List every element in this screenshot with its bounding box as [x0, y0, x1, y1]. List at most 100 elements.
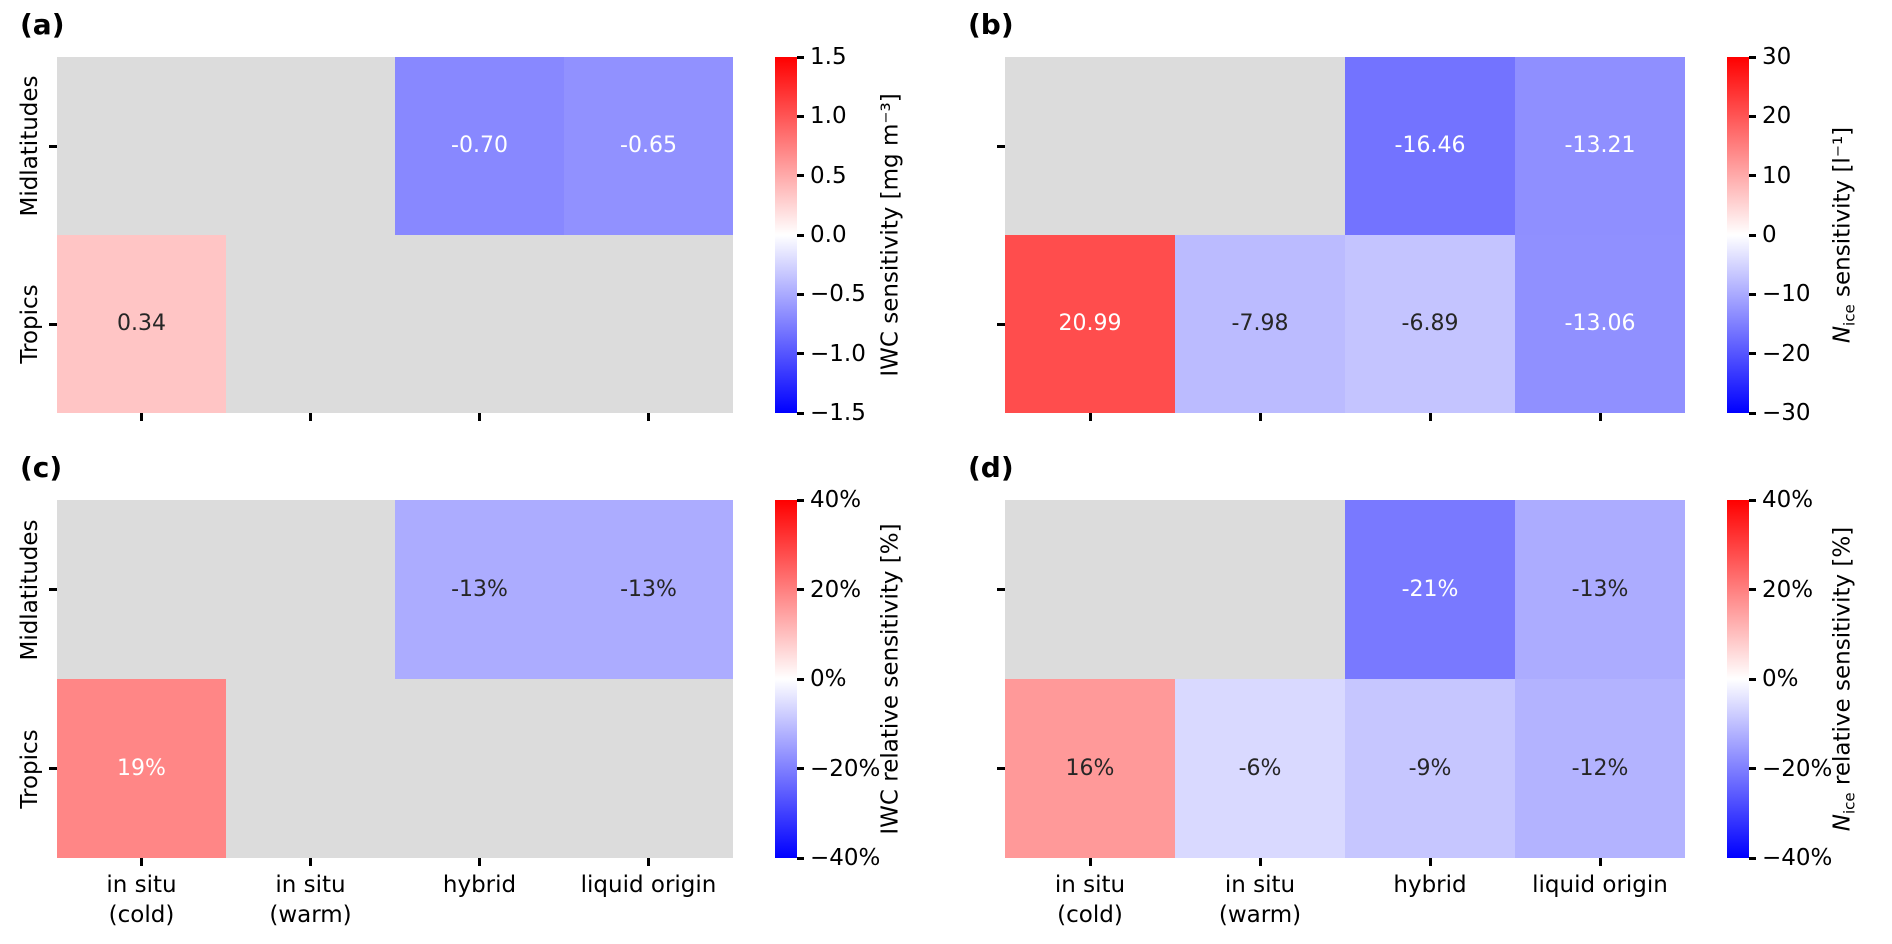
x-tick-label: in situ (warm)	[269, 870, 351, 930]
colorbar-tick-label: −10	[1762, 281, 1811, 308]
heatmap-cell	[564, 679, 733, 858]
x-tick-label: in situ (cold)	[1055, 870, 1125, 930]
x-tick-label-line: liquid origin	[580, 872, 717, 898]
heatmap-b: -16.46 -13.21 20.99 -7.98 -6.89 -13.06	[1005, 57, 1685, 413]
colorbar-tick-label: −40%	[810, 845, 881, 871]
x-tick-mark	[647, 858, 650, 866]
x-tick-label: hybrid	[443, 870, 516, 900]
heatmap-cell: -21%	[1345, 500, 1515, 679]
colorbar-gradient	[1727, 500, 1749, 858]
colorbar-tick-mark	[1749, 767, 1756, 770]
colorbar-tick-mark	[1749, 55, 1756, 59]
heatmap-cell	[1005, 500, 1175, 679]
colorbar-tick-label: 1.0	[810, 103, 847, 130]
x-tick-label-line: in situ	[275, 872, 346, 898]
colorbar-tick-label: 0%	[1762, 666, 1799, 692]
x-tick-mark	[1258, 413, 1262, 421]
heatmap-cell: -6%	[1175, 679, 1345, 858]
colorbar-tick-mark	[797, 411, 804, 415]
colorbar-title-subscript: ice	[1840, 304, 1859, 326]
heatmap-cell	[1005, 57, 1175, 235]
heatmap-cell	[57, 57, 226, 235]
colorbar-title-text: IWC sensitivity [mg m⁻³]	[877, 93, 904, 377]
heatmap-cell: -12%	[1515, 679, 1685, 858]
heatmap-cell	[226, 57, 395, 235]
colorbar-title-symbol: N	[1829, 814, 1856, 832]
y-tick-mark	[49, 767, 57, 770]
colorbar-tick-mark	[797, 352, 804, 356]
x-tick-label-line: (warm)	[269, 902, 352, 928]
colorbar-title-text: IWC relative sensitivity [%]	[877, 523, 904, 835]
panel-label-d: (d)	[968, 451, 1014, 484]
colorbar-tick-label: −30	[1762, 400, 1811, 426]
x-tick-mark	[1088, 858, 1092, 866]
panel-label-a: (a)	[20, 8, 65, 41]
x-tick-label-line: in situ	[1054, 872, 1126, 898]
x-tick-mark	[1598, 413, 1602, 421]
x-tick-mark	[140, 858, 143, 866]
y-tick-label: Tropics	[17, 284, 43, 364]
y-tick-label: Midlatitudes	[17, 75, 43, 217]
x-tick-label: hybrid	[1393, 870, 1466, 900]
colorbar-tick-label: 0.0	[810, 222, 847, 248]
heatmap-cell: -0.65	[564, 57, 733, 235]
colorbar-title: IWC sensitivity [mg m⁻³]	[878, 93, 907, 376]
colorbar-tick-mark	[1749, 411, 1756, 415]
colorbar-tick-mark	[797, 677, 804, 681]
heatmap-cell	[57, 500, 226, 679]
panel-label-c: (c)	[20, 451, 63, 484]
heatmap-c: -13% -13% 19%	[57, 500, 733, 858]
heatmap-cell: -0.70	[395, 57, 564, 235]
x-tick-label-line: in situ	[106, 872, 177, 898]
colorbar-tick-label: −1.5	[810, 400, 866, 426]
colorbar-tick-label: −20%	[810, 755, 881, 782]
x-tick-label-line: hybrid	[442, 872, 517, 898]
heatmap-a: -0.70 -0.65 0.34	[57, 57, 733, 413]
x-tick-mark	[309, 858, 312, 866]
y-tick-label: Tropics	[17, 728, 43, 809]
panel-label-b: (b)	[968, 8, 1014, 41]
x-tick-mark	[647, 413, 650, 421]
heatmap-cell	[564, 235, 733, 413]
x-tick-label-line: (cold)	[108, 902, 175, 928]
x-tick-label-line: (cold)	[1057, 902, 1123, 928]
colorbar-tick-label: 20%	[1762, 576, 1814, 603]
colorbar-tick-mark	[797, 856, 804, 860]
x-tick-mark	[1088, 413, 1092, 421]
colorbar-tick-mark	[1749, 588, 1756, 591]
heatmap-cell	[226, 235, 395, 413]
colorbar-tick-mark	[1749, 174, 1756, 178]
colorbar-tick-label: 0%	[810, 666, 847, 692]
colorbar-tick-mark	[1749, 498, 1756, 502]
colorbar-tick-label: 20%	[810, 576, 862, 603]
y-tick-mark	[49, 588, 57, 591]
colorbar-tick-mark	[797, 767, 804, 770]
colorbar-tick-label: 40%	[810, 487, 862, 513]
x-tick-mark	[1598, 858, 1602, 866]
colorbar-gradient	[775, 57, 797, 413]
x-tick-label: liquid origin	[1532, 870, 1668, 900]
heatmap-cell	[395, 235, 564, 413]
colorbar-title-symbol: N	[1829, 325, 1856, 344]
colorbar-gradient	[775, 500, 797, 858]
colorbar-tick-mark	[1749, 114, 1756, 118]
colorbar-tick-mark	[797, 174, 804, 178]
x-tick-mark	[1428, 413, 1432, 421]
colorbar-title-text: sensitivity [l⁻¹]	[1829, 126, 1856, 305]
y-tick-mark	[997, 588, 1005, 591]
colorbar-title: Nice relative sensitivity [%]	[1830, 527, 1859, 832]
colorbar-tick-label: 20	[1762, 103, 1792, 130]
heatmap-cell: -13.06	[1515, 235, 1685, 413]
colorbar-gradient	[1727, 57, 1749, 413]
y-tick-mark	[997, 144, 1005, 148]
x-tick-mark	[1258, 858, 1262, 866]
heatmap-cell	[226, 679, 395, 858]
colorbar-tick-mark	[1749, 856, 1756, 860]
heatmap-cell: -7.98	[1175, 235, 1345, 413]
colorbar-title-subscript: ice	[1840, 792, 1859, 815]
heatmap-cell: -16.46	[1345, 57, 1515, 235]
y-tick-mark	[49, 144, 57, 148]
colorbar-tick-label: −20%	[1762, 755, 1833, 782]
colorbar-tick-mark	[1749, 677, 1756, 681]
heatmap-cell: -13.21	[1515, 57, 1685, 235]
